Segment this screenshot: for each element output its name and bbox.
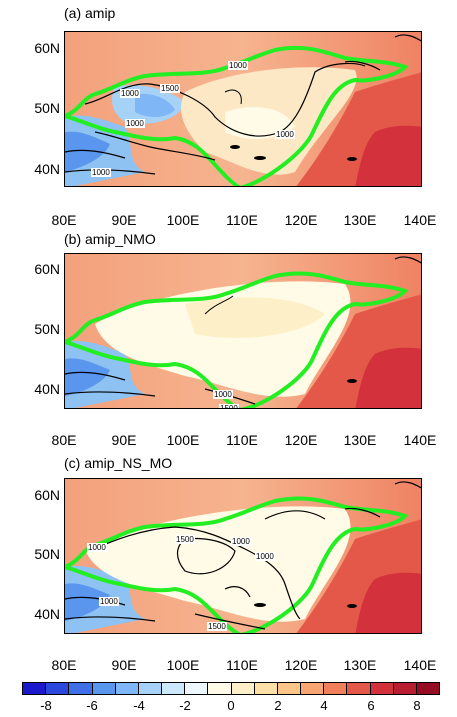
colorbar-label: 4 (320, 698, 328, 713)
contour-label: 1500 (207, 622, 227, 631)
colorbar-swatch (69, 683, 93, 694)
lon-label: 120E (284, 212, 318, 228)
contour-label: 1000 (228, 61, 248, 70)
map-plot: 1000 1500 1000 1000 1000 1500 (64, 478, 422, 634)
colorbar-swatch (185, 683, 209, 694)
lon-label: 130E (343, 657, 377, 673)
lon-label: 120E (284, 657, 318, 673)
lon-label: 110E (226, 432, 258, 448)
contour-label: 1000 (213, 390, 233, 399)
lon-label: 80E (51, 432, 77, 448)
colorbar-swatch (347, 683, 371, 694)
lon-label: 140E (403, 212, 437, 228)
lat-label: 40N (34, 606, 60, 622)
colorbar-swatch (162, 683, 186, 694)
panel-c: (c) amip_NS_MO 1000 1500 1000 1000 1000 (0, 450, 457, 674)
contour-label: 1000 (99, 597, 119, 606)
colorbar-swatch (46, 683, 70, 694)
plateau-outline (65, 271, 409, 408)
contour-label: 1500 (160, 84, 180, 93)
contour-label: 1000 (125, 119, 145, 128)
colorbar-label: 0 (227, 698, 235, 713)
colorbar-swatch (301, 683, 325, 694)
colorbar-swatch (231, 683, 255, 694)
panel-b: (b) amip_NMO 1000 1500 60N 50N 40N 80E 9… (0, 226, 457, 450)
lat-label: 60N (34, 40, 60, 56)
contour-label: 1000 (275, 130, 295, 139)
lon-label: 110E (226, 212, 258, 228)
map-plot: 1000 1000 1500 1000 1000 1000 (64, 31, 422, 187)
colorbar-swatch (254, 683, 278, 694)
contour-label: 1500 (175, 535, 195, 544)
contour-label: 1000 (91, 168, 111, 177)
lat-label: 40N (34, 161, 60, 177)
lon-label: 130E (343, 432, 377, 448)
colorbar-label: -4 (133, 698, 145, 713)
lon-label: 80E (51, 657, 77, 673)
lat-label: 60N (34, 261, 60, 277)
colorbar-label: -2 (179, 698, 191, 713)
colorbar-swatch (324, 683, 348, 694)
contour-line (84, 62, 366, 137)
colorbar (22, 682, 440, 695)
contour-label: 1000 (231, 537, 251, 546)
lat-label: 60N (34, 487, 60, 503)
contour-label: 1000 (87, 543, 107, 552)
lon-label: 100E (166, 657, 200, 673)
map-field (65, 479, 421, 633)
panel-title: (a) amip (64, 5, 116, 21)
lat-label: 50N (34, 100, 60, 116)
lon-label: 80E (51, 212, 77, 228)
colorbar-label: 8 (413, 698, 421, 713)
map-field (65, 32, 421, 186)
lon-label: 140E (403, 657, 437, 673)
colorbar-swatch (416, 683, 440, 694)
lat-label: 50N (34, 546, 60, 562)
colorbar-swatch (92, 683, 116, 694)
lon-label: 90E (111, 432, 137, 448)
lon-label: 100E (166, 432, 200, 448)
colorbar-swatch (277, 683, 302, 694)
lon-label: 110E (226, 657, 258, 673)
colorbar-swatch (208, 683, 232, 694)
panel-title: (c) amip_NS_MO (64, 455, 173, 471)
contour-label: 1000 (120, 89, 140, 98)
panel-a: (a) amip (0, 0, 457, 240)
colorbar-swatch (115, 683, 139, 694)
contour-label: 1000 (255, 552, 275, 561)
contour-label: 1500 (219, 404, 239, 408)
colorbar-label: 6 (367, 698, 375, 713)
colorbar-label: -8 (40, 698, 52, 713)
lat-label: 50N (34, 321, 60, 337)
plateau-outline (65, 45, 409, 186)
panel-title: (b) amip_NMO (64, 231, 156, 247)
lon-label: 140E (403, 432, 437, 448)
lon-label: 100E (166, 212, 200, 228)
colorbar-swatch (370, 683, 394, 694)
lon-label: 90E (111, 212, 137, 228)
map-field (65, 254, 421, 408)
colorbar-label: -6 (86, 698, 98, 713)
lon-label: 90E (111, 657, 137, 673)
lon-label: 120E (284, 432, 318, 448)
colorbar-swatch (138, 683, 163, 694)
map-plot: 1000 1500 (64, 253, 422, 409)
lat-label: 40N (34, 381, 60, 397)
plateau-outline (65, 496, 409, 633)
colorbar-swatch (393, 683, 417, 694)
lon-label: 130E (343, 212, 377, 228)
colorbar-label: 2 (274, 698, 282, 713)
colorbar-swatch (23, 683, 47, 694)
contour-line (89, 526, 301, 620)
